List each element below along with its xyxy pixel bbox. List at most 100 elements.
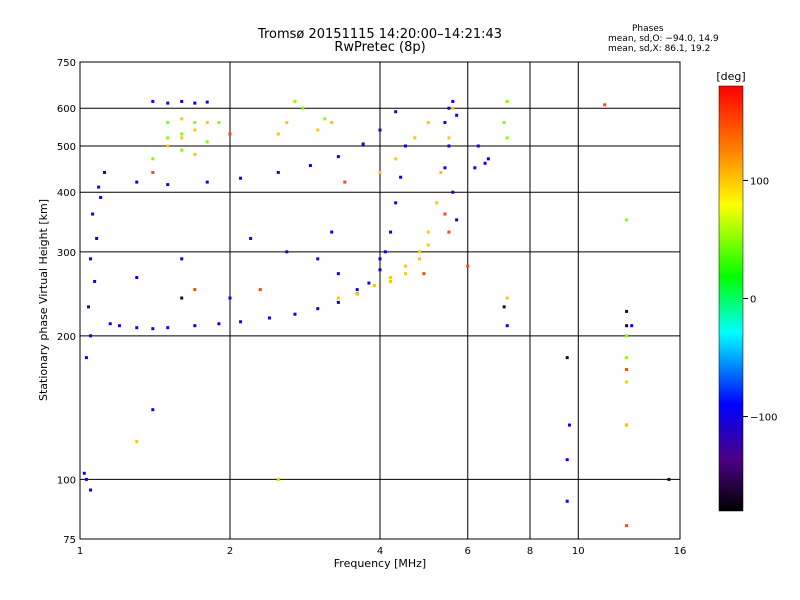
echo-point: [336, 300, 340, 304]
echo-point: [193, 128, 197, 132]
echo-point: [336, 296, 340, 300]
echo-point: [285, 250, 289, 254]
y-tick-label: 400: [57, 188, 76, 199]
echo-point: [447, 144, 451, 148]
echo-point: [355, 288, 359, 292]
echo-point: [135, 326, 139, 330]
echo-point: [502, 121, 506, 125]
echo-point: [455, 113, 459, 117]
echo-point: [394, 157, 398, 161]
echo-point: [180, 296, 184, 300]
echo-point: [97, 185, 101, 189]
echo-point: [435, 201, 439, 205]
echo-point: [285, 121, 289, 125]
y-tick-labels: 75 100 200 300 400 500 600 750: [57, 58, 76, 546]
echo-point: [378, 268, 382, 272]
echo-point: [367, 281, 371, 285]
echo-point: [180, 257, 184, 261]
colorbar-tick-label: 0: [750, 295, 756, 306]
echo-point: [443, 212, 447, 216]
echo-point: [205, 140, 209, 144]
echo-point: [473, 166, 477, 170]
echo-point: [417, 257, 421, 261]
echo-point: [443, 121, 447, 125]
echo-point: [336, 155, 340, 159]
x-tick-label: 1: [77, 546, 83, 557]
y-tick-label: 300: [57, 248, 76, 259]
echo-point: [466, 264, 470, 268]
echo-point: [383, 250, 387, 254]
echo-point: [625, 367, 629, 371]
echo-point: [630, 324, 634, 328]
echo-point: [166, 183, 170, 187]
echo-point: [193, 101, 197, 105]
echo-point: [505, 99, 509, 103]
echo-point: [625, 324, 629, 328]
echo-point: [403, 144, 407, 148]
y-tick-label: 100: [57, 475, 76, 486]
echo-point: [166, 144, 170, 148]
echo-point: [625, 218, 629, 222]
phase-x-stats: mean, sd,X: 86.1, 19.2: [608, 44, 711, 54]
colorbar-tick-label: −100: [750, 413, 777, 424]
echo-point: [180, 99, 184, 103]
echo-point: [378, 257, 382, 261]
echo-point: [193, 288, 197, 292]
echo-point: [135, 180, 139, 184]
echo-point: [625, 524, 629, 528]
echo-point: [455, 218, 459, 222]
echo-point: [565, 458, 569, 462]
echo-point: [301, 106, 305, 110]
x-tick-label: 6: [465, 546, 471, 557]
echo-point: [399, 175, 403, 179]
echo-point: [276, 477, 280, 481]
echo-point: [205, 121, 209, 125]
colorbar: [718, 85, 744, 512]
echo-point: [180, 132, 184, 136]
echo-point: [180, 136, 184, 140]
echo-point: [505, 296, 509, 300]
echo-point: [439, 170, 443, 174]
x-tick-label: 10: [572, 546, 585, 557]
echo-point: [483, 161, 487, 165]
y-axis-label: Stationary phase Virtual Height [km]: [37, 199, 50, 401]
echo-point: [502, 305, 506, 309]
echo-point: [89, 488, 93, 492]
phases-heading: Phases: [632, 24, 664, 34]
echo-point: [239, 176, 243, 180]
echo-point: [249, 236, 253, 240]
y-tick-label: 75: [63, 535, 76, 546]
echo-point: [84, 477, 88, 481]
echo-point: [93, 279, 97, 283]
echo-point: [355, 292, 359, 296]
echo-point: [316, 307, 320, 311]
colorbar-tick-label: 100: [750, 176, 769, 187]
echo-point: [323, 117, 327, 121]
echo-point: [403, 264, 407, 268]
echo-point: [426, 243, 430, 247]
echo-point: [451, 190, 455, 194]
echo-point: [625, 423, 629, 427]
echo-point: [89, 257, 93, 261]
echo-point: [151, 170, 155, 174]
x-tick-label: 8: [527, 546, 533, 557]
echo-point: [426, 121, 430, 125]
y-tick-label: 600: [57, 104, 76, 115]
echo-point: [276, 170, 280, 174]
echo-point: [413, 136, 417, 140]
echo-point: [565, 499, 569, 503]
echo-point: [193, 324, 197, 328]
echo-point: [89, 334, 93, 338]
echo-point: [505, 324, 509, 328]
echo-point: [667, 477, 671, 481]
echo-point: [565, 356, 569, 360]
echo-point: [258, 288, 262, 292]
echo-point: [166, 101, 170, 105]
echo-point: [373, 283, 377, 287]
echo-point: [151, 99, 155, 103]
echo-point: [447, 106, 451, 110]
echo-point: [95, 236, 99, 240]
echo-point: [228, 296, 232, 300]
echo-point: [267, 316, 271, 320]
